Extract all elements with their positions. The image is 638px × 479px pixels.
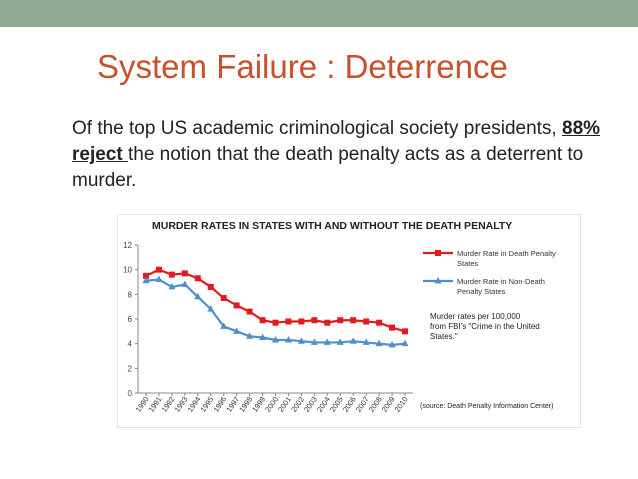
x-tick-label: 2003 — [302, 395, 319, 414]
body-prefix: Of the top US academic criminological so… — [72, 118, 562, 139]
y-tick-label: 6 — [128, 315, 133, 324]
y-axis-ticks: 0 2 4 6 8 10 12 — [123, 241, 138, 398]
legend-swatch-marker — [435, 250, 441, 256]
chart-container: MURDER RATES IN STATES WITH AND WITHOUT … — [117, 214, 581, 428]
x-tick-label: 2008 — [367, 395, 384, 414]
x-tick-label: 1993 — [173, 395, 190, 414]
data-point — [349, 337, 357, 344]
data-point — [284, 335, 292, 343]
data-point — [194, 292, 202, 300]
chart-title: MURDER RATES IN STATES WITH AND WITHOUT … — [152, 220, 512, 232]
x-tick-label: 1994 — [185, 395, 202, 414]
x-tick-label: 2004 — [315, 395, 332, 414]
y-tick-label: 12 — [123, 241, 132, 250]
data-point — [181, 270, 188, 277]
data-point — [233, 302, 240, 309]
data-point — [323, 338, 331, 345]
body-suffix: the notion that the death penalty acts a… — [72, 144, 584, 191]
data-point — [143, 272, 149, 279]
data-point — [246, 308, 253, 315]
x-tick-label: 2002 — [289, 395, 306, 414]
legend-label: Murder Rate in Death Penalty States — [457, 249, 556, 268]
data-point — [233, 327, 241, 334]
chart-series — [142, 266, 409, 348]
x-tick-label: 2009 — [380, 395, 397, 414]
data-point — [298, 318, 305, 325]
data-point — [336, 338, 344, 345]
chart-source: (source: Death Penalty Information Cente… — [420, 403, 553, 410]
x-tick-label: 2010 — [393, 395, 410, 414]
series-non-death-penalty — [142, 275, 409, 348]
data-point — [259, 333, 267, 340]
x-tick-label: 2001 — [276, 395, 293, 414]
x-tick-label: 2005 — [328, 395, 345, 414]
x-tick-label: 1998 — [237, 395, 254, 414]
data-point — [324, 319, 331, 326]
series-line — [145, 278, 406, 347]
legend-swatch-marker — [434, 277, 442, 284]
chart-legend: Murder Rate in Death Penalty States Murder… — [423, 249, 556, 296]
murder-rate-chart: MURDER RATES IN STATES WITH AND WITHOUT … — [123, 220, 556, 414]
body-paragraph: Of the top US academic criminological so… — [72, 116, 622, 194]
x-tick-label: 1992 — [160, 395, 177, 414]
data-point — [181, 280, 189, 287]
data-point — [363, 318, 370, 325]
data-point — [376, 319, 383, 326]
data-point — [207, 305, 215, 312]
chart-note: Murder rates per 100,000 from FBI's "Cri… — [430, 312, 542, 341]
x-tick-label: 1995 — [198, 395, 215, 414]
y-tick-label: 2 — [128, 364, 133, 373]
data-point — [388, 340, 396, 348]
x-tick-label: 1996 — [211, 395, 228, 414]
data-point — [272, 335, 279, 343]
data-point — [207, 283, 214, 290]
data-point — [350, 317, 357, 324]
data-point — [142, 276, 150, 284]
data-point — [194, 275, 201, 282]
data-point — [272, 319, 279, 326]
data-point — [285, 318, 292, 325]
data-point — [311, 317, 318, 324]
data-point — [168, 271, 175, 278]
data-point — [168, 282, 176, 290]
series-death-penalty — [143, 266, 408, 335]
x-tick-label: 1990 — [134, 395, 151, 414]
top-accent-bar — [0, 0, 638, 27]
data-point — [297, 337, 305, 344]
data-point — [220, 322, 228, 329]
x-tick-label: 2006 — [341, 395, 358, 414]
x-tick-label: 1991 — [147, 395, 164, 414]
y-tick-label: 8 — [128, 290, 133, 299]
data-point — [402, 328, 408, 335]
data-point — [155, 266, 162, 273]
data-point — [389, 324, 396, 331]
x-axis-ticks: 1990199119921993199419951996199719981999… — [134, 393, 410, 414]
x-tick-label: 1997 — [224, 395, 241, 414]
data-point — [375, 339, 383, 347]
chart-axes — [137, 245, 413, 394]
x-tick-label: 2000 — [263, 395, 280, 414]
data-point — [220, 295, 227, 302]
x-tick-label: 1999 — [250, 395, 267, 414]
data-point — [310, 338, 318, 345]
y-tick-label: 10 — [123, 266, 132, 275]
data-point — [401, 339, 409, 347]
x-tick-label: 2007 — [354, 395, 371, 414]
data-point — [259, 317, 266, 324]
slide-title: System Failure : Deterrence — [97, 48, 508, 85]
data-point — [246, 332, 254, 339]
data-point — [362, 338, 370, 345]
legend-label: Murder Rate in Non-Death Penalty States — [457, 277, 545, 296]
data-point — [155, 275, 163, 283]
data-point — [337, 317, 344, 324]
y-tick-label: 0 — [128, 389, 133, 398]
y-tick-label: 4 — [128, 340, 133, 349]
body-emphasis: 88% reject — [72, 118, 601, 165]
